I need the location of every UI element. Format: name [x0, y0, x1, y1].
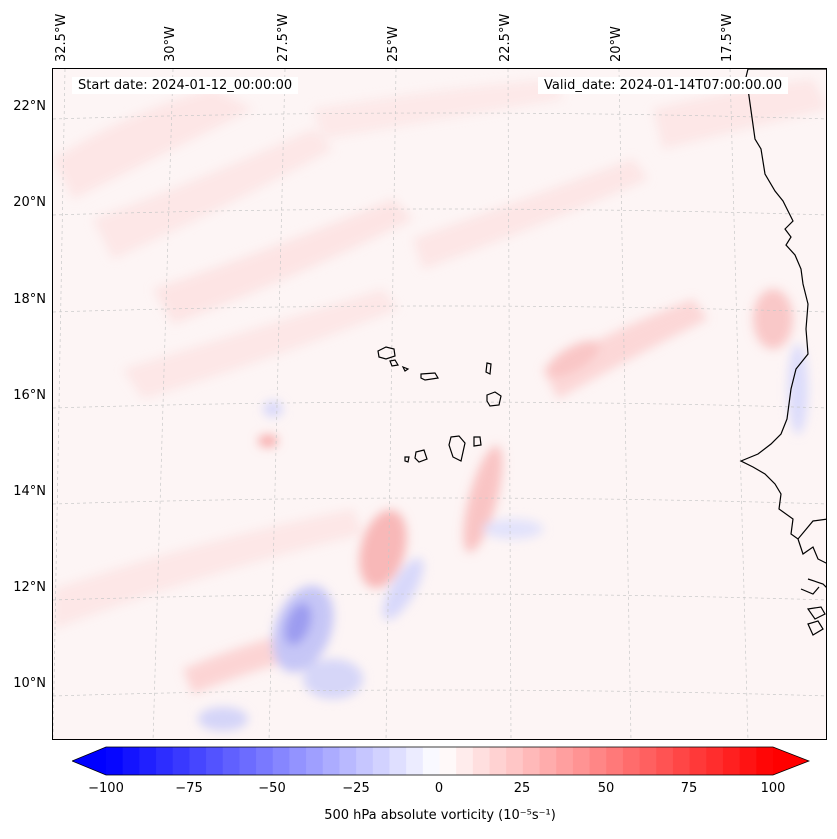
colorbar-cell: [589, 747, 607, 775]
lat-label-12N: 12°N: [13, 580, 46, 595]
colorbar-label: 500 hPa absolute vorticity (10⁻⁵s⁻¹): [324, 808, 556, 823]
valid-date-label: Valid_date: 2024-01-14T07:00:00.00: [538, 77, 789, 94]
graticule: [53, 69, 826, 739]
lat-label-10N: 10°N: [13, 676, 46, 691]
colorbar-extend-low: [72, 747, 106, 775]
colorbar-tick-label: 75: [680, 781, 698, 796]
colorbar-cell: [339, 747, 357, 775]
colorbar-cell: [206, 747, 224, 775]
colorbar-tick-label: −25: [342, 781, 370, 796]
colorbar-cell: [639, 747, 657, 775]
colorbar-tick-label: −75: [175, 781, 203, 796]
colorbar-tick-label: 50: [597, 781, 615, 796]
vorticity-field: [53, 79, 826, 731]
colorbar-cell: [372, 747, 390, 775]
colorbar-cell: [456, 747, 474, 775]
colorbar-cell: [522, 747, 541, 775]
colorbar-cell: [489, 747, 507, 775]
colorbar-cell: [139, 747, 157, 775]
colorbar-cell: [272, 747, 290, 775]
lat-label-18N: 18°N: [13, 292, 46, 307]
colorbar-cell: [656, 747, 674, 775]
colorbar-cell: [672, 747, 691, 775]
lon-label-22.5W: 22.5°W: [498, 13, 513, 62]
lat-label-22N: 22°N: [13, 99, 46, 114]
colorbar-cell: [406, 747, 424, 775]
map-panel: [52, 68, 827, 740]
lat-label-20N: 20°N: [13, 195, 46, 210]
lon-label-32.5W: 32.5°W: [54, 13, 69, 62]
colorbar-cell: [539, 747, 557, 775]
colorbar-cell: [439, 747, 457, 775]
vorticity-map: [53, 69, 826, 739]
lon-label-25W: 25°W: [386, 26, 401, 62]
colorbar-cell: [106, 747, 124, 775]
colorbar-cell: [322, 747, 340, 775]
lon-label-27.5W: 27.5°W: [276, 13, 291, 62]
colorbar-cell: [306, 747, 324, 775]
colorbar-cell: [356, 747, 374, 775]
colorbar-cell: [506, 747, 524, 775]
colorbar-cell: [422, 747, 440, 775]
coastline: [739, 69, 826, 636]
colorbar-cell: [756, 747, 774, 775]
colorbar-cell: [739, 747, 757, 775]
colorbar-cell: [156, 747, 174, 775]
colorbar-cell: [622, 747, 641, 775]
islands: [377, 346, 502, 463]
colorbar-cell: [256, 747, 274, 775]
colorbar-outline: [72, 746, 810, 776]
lon-label-30W: 30°W: [163, 26, 178, 62]
colorbar-cell: [239, 747, 257, 775]
colorbar-extend-high: [773, 747, 809, 775]
lat-label-14N: 14°N: [13, 484, 46, 499]
lon-label-17.5W: 17.5°W: [720, 13, 735, 62]
colorbar-cell: [606, 747, 624, 775]
colorbar-cell: [389, 747, 407, 775]
colorbar-cell: [289, 747, 307, 775]
colorbar-cell: [556, 747, 574, 775]
colorbar-tick-label: 0: [434, 781, 444, 796]
colorbar-tick-label: −50: [258, 781, 286, 796]
colorbar-cell: [706, 747, 724, 775]
colorbar-cell: [722, 747, 741, 775]
colorbar: [72, 746, 810, 776]
colorbar-cell: [472, 747, 491, 775]
lon-label-20W: 20°W: [609, 26, 624, 62]
colorbar-cell: [572, 747, 591, 775]
colorbar-cell: [689, 747, 707, 775]
colorbar-cell: [122, 747, 140, 775]
start-date-label: Start date: 2024-01-12_00:00:00: [72, 77, 299, 94]
colorbar-tick-label: −100: [88, 781, 124, 796]
colorbar-tick-label: 100: [760, 781, 786, 796]
colorbar-tick-label: 25: [513, 781, 531, 796]
colorbar-cell: [222, 747, 240, 775]
colorbar-cell: [189, 747, 207, 775]
lat-label-16N: 16°N: [13, 388, 46, 403]
colorbar-cell: [172, 747, 190, 775]
